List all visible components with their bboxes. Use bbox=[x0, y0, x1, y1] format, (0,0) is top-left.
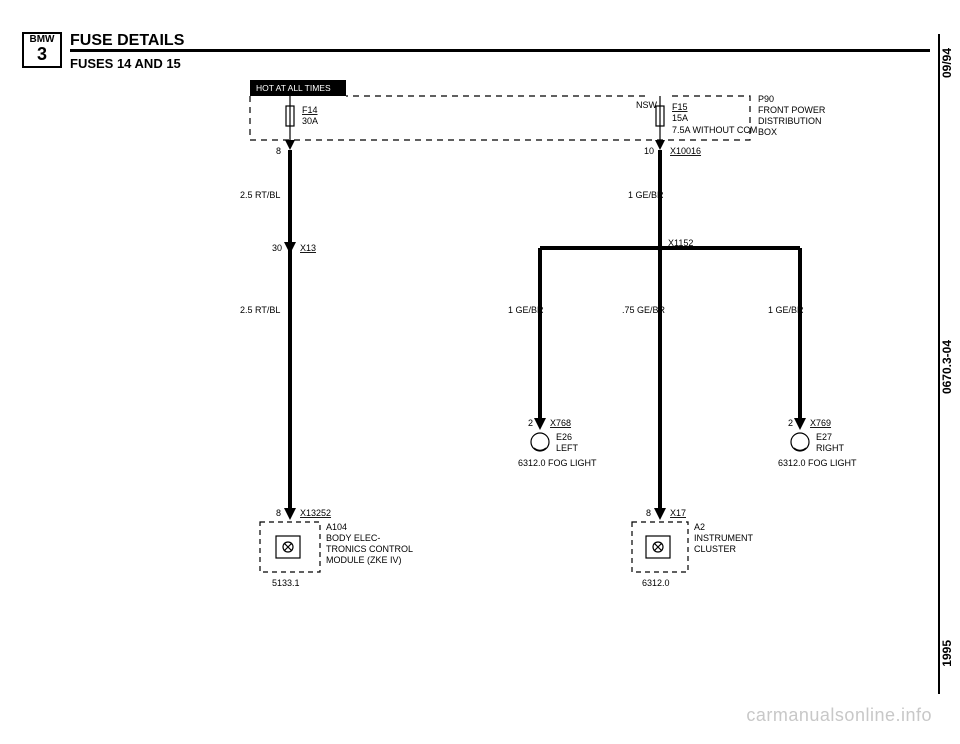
nsw-label: NSW bbox=[636, 100, 658, 110]
wire-1c: 1 GE/BR bbox=[768, 305, 804, 315]
f14-amp: 30A bbox=[302, 116, 318, 126]
a104-box bbox=[260, 522, 320, 572]
e26-ref: 6312.0 FOG LIGHT bbox=[518, 458, 597, 468]
x17: X17 bbox=[670, 508, 686, 518]
a2-l2: CLUSTER bbox=[694, 544, 737, 554]
hot-label: HOT AT ALL TIMES bbox=[256, 83, 331, 93]
title-rule bbox=[70, 49, 930, 52]
x769: X769 bbox=[810, 418, 831, 428]
a2-l1: INSTRUMENT bbox=[694, 533, 753, 543]
a2-ref: 6312.0 bbox=[642, 578, 670, 588]
e26: E26 bbox=[556, 432, 572, 442]
side-label-bottom: 1995 bbox=[940, 640, 954, 667]
e26-lbl: LEFT bbox=[556, 443, 579, 453]
x13: X13 bbox=[300, 243, 316, 253]
e27-ref: 6312.0 FOG LIGHT bbox=[778, 458, 857, 468]
f14-arrow bbox=[285, 140, 295, 150]
a2: A2 bbox=[694, 522, 705, 532]
pin8: 8 bbox=[276, 146, 281, 156]
x13252: X13252 bbox=[300, 508, 331, 518]
x13-pin: 30 bbox=[272, 243, 282, 253]
logo-bottom: 3 bbox=[24, 45, 60, 63]
f15-label: F15 bbox=[672, 102, 688, 112]
x10016: X10016 bbox=[670, 146, 701, 156]
e26-lamp-icon bbox=[531, 433, 549, 451]
brand-logo: BMW 3 bbox=[22, 32, 62, 68]
x768-arrow bbox=[534, 418, 546, 430]
a104-ref: 5133.1 bbox=[272, 578, 300, 588]
wire-25b: 2.5 RT/BL bbox=[240, 305, 280, 315]
f15-arrow bbox=[655, 140, 665, 150]
pin10: 10 bbox=[644, 146, 654, 156]
x769-arrow bbox=[794, 418, 806, 430]
wire-1a: 1 GE/BR bbox=[628, 190, 664, 200]
box-label: BOX bbox=[758, 127, 777, 137]
x13252-pin: 8 bbox=[276, 508, 281, 518]
p90-label: P90 bbox=[758, 94, 774, 104]
f14-label: F14 bbox=[302, 105, 318, 115]
page-title: FUSE DETAILS bbox=[70, 32, 184, 50]
x13-arrow bbox=[284, 242, 296, 254]
x769-pin: 2 bbox=[788, 418, 793, 428]
side-label-mid: 0670.3-04 bbox=[940, 340, 954, 394]
x13252-arrow bbox=[284, 508, 296, 520]
e27: E27 bbox=[816, 432, 832, 442]
x768-pin: 2 bbox=[528, 418, 533, 428]
a104-l1: BODY ELEC- bbox=[326, 533, 380, 543]
watermark: carmanualsonline.info bbox=[746, 705, 932, 726]
distribution-label: DISTRIBUTION bbox=[758, 116, 822, 126]
side-label-top: 09/94 bbox=[940, 48, 954, 78]
page: BMW 3 FUSE DETAILS FUSES 14 AND 15 09/94… bbox=[0, 0, 960, 744]
wiring-diagram: HOT AT ALL TIMES F14 30A NSW F15 15A 7.5… bbox=[80, 78, 900, 638]
wire-1b: 1 GE/BR bbox=[508, 305, 544, 315]
x17-pin: 8 bbox=[646, 508, 651, 518]
f15-amp: 15A bbox=[672, 113, 688, 123]
x17-arrow bbox=[654, 508, 666, 520]
a104-l2: TRONICS CONTROL bbox=[326, 544, 413, 554]
x768: X768 bbox=[550, 418, 571, 428]
ccm-label: 7.5A WITHOUT CCM bbox=[672, 125, 757, 135]
e27-lamp-icon bbox=[791, 433, 809, 451]
frontpower-label: FRONT POWER bbox=[758, 105, 826, 115]
a104-l3: MODULE (ZKE IV) bbox=[326, 555, 402, 565]
e27-lbl: RIGHT bbox=[816, 443, 845, 453]
a2-box bbox=[632, 522, 688, 572]
wire-25a: 2.5 RT/BL bbox=[240, 190, 280, 200]
page-subtitle: FUSES 14 AND 15 bbox=[70, 56, 181, 71]
a104: A104 bbox=[326, 522, 347, 532]
wire-75: .75 GE/BR bbox=[622, 305, 666, 315]
